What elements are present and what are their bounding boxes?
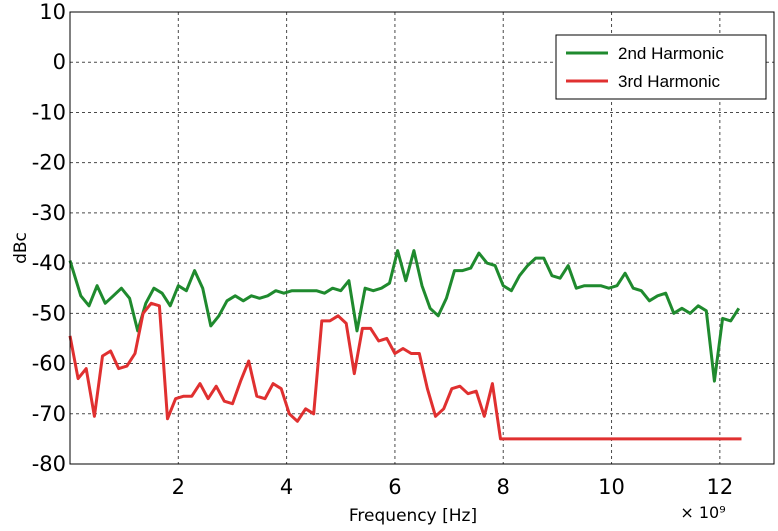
y-tick-label: -30 — [32, 201, 66, 225]
y-tick-label: -10 — [32, 100, 66, 124]
x-tick-label: 8 — [497, 475, 510, 499]
plot-frame — [69, 11, 775, 465]
x-tick-labels: 2 4 6 8 10 12 — [172, 475, 734, 499]
x-tick-label: 12 — [706, 475, 733, 499]
y-tick-label: -40 — [32, 251, 66, 275]
x-tick-label: 6 — [388, 475, 401, 499]
x-multiplier-label: × 10⁹ — [680, 503, 725, 522]
y-tick-label: -70 — [32, 402, 66, 426]
y-tick-labels: 10 0 -10 -20 -30 -40 -50 -60 -70 -80 — [32, 0, 66, 476]
legend-label-2nd-harmonic: 2nd Harmonic — [618, 44, 724, 63]
legend: 2nd Harmonic 3rd Harmonic — [555, 34, 767, 100]
y-tick-label: -50 — [32, 301, 66, 325]
x-tick-label: 2 — [172, 475, 185, 499]
legend-box — [555, 34, 767, 100]
x-axis-label: Frequency [Hz] — [349, 506, 477, 526]
x-tick-label: 4 — [280, 475, 293, 499]
y-tick-label: 10 — [39, 0, 66, 24]
series-line-2nd-harmonic — [68, 249, 741, 383]
y-tick-label: -80 — [32, 452, 66, 476]
series-line-3rd-harmonic — [68, 301, 742, 441]
legend-label-3rd-harmonic: 3rd Harmonic — [618, 72, 721, 91]
y-axis-label: dBc — [11, 232, 31, 264]
x-tick-label: 10 — [598, 475, 625, 499]
y-tick-label: -20 — [32, 151, 66, 175]
y-tick-label: -60 — [32, 352, 66, 376]
series-layer — [68, 249, 742, 441]
y-tick-label: 0 — [53, 50, 66, 74]
